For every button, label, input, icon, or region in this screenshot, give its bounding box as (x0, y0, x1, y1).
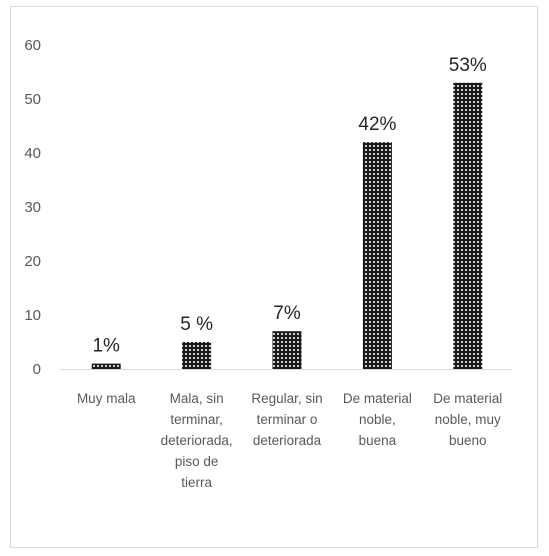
x-tick-label-line: piso de (175, 454, 219, 469)
data-labels: 1% 5 % 7% 42% 53% (92, 55, 486, 357)
y-tick-label: 50 (24, 91, 41, 108)
x-tick-label: De material noble, buena (343, 391, 412, 448)
x-tick-label-line: De material (433, 391, 502, 406)
bars (91, 82, 483, 370)
x-tick-label-line: deteriorada (253, 433, 322, 448)
x-tick-label-line: Mala, sin (170, 391, 224, 406)
data-label: 42% (358, 114, 396, 135)
x-tick-label-line: bueno (449, 433, 487, 448)
bar (362, 142, 392, 369)
x-tick-label: De material noble, muy bueno (433, 391, 502, 448)
y-tick-label: 20 (24, 253, 41, 270)
y-tick-label: 60 (24, 37, 41, 54)
x-tick-labels: Muy mala Mala, sin terminar, deteriorada, pi… (77, 391, 502, 490)
x-tick-label: Muy mala (77, 391, 136, 406)
x-tick-label-line: deteriorada, (161, 433, 233, 448)
x-tick-label-line: tierra (181, 475, 212, 490)
bar (453, 82, 483, 370)
x-tick-label-line: terminar o (257, 412, 318, 427)
data-label: 53% (449, 55, 487, 76)
data-label: 7% (273, 303, 301, 324)
x-tick-label: Regular, sin terminar o deteriorada (251, 391, 322, 448)
x-tick-label: Mala, sin terminar, deteriorada, piso de tie… (161, 391, 233, 490)
bar (272, 331, 302, 369)
bar (182, 342, 212, 369)
y-axis: 0 10 20 30 40 50 60 (24, 37, 41, 378)
y-tick-label: 0 (33, 361, 41, 378)
x-tick-label-line: noble, muy (435, 412, 501, 427)
x-tick-label-line: noble, (359, 412, 396, 427)
x-tick-label-line: buena (359, 433, 397, 448)
y-tick-label: 30 (24, 199, 41, 216)
chart-frame (10, 6, 538, 548)
x-tick-label-line: Regular, sin (251, 391, 322, 406)
data-label: 1% (92, 336, 120, 357)
y-tick-label: 40 (24, 145, 41, 162)
data-label: 5 % (180, 314, 213, 335)
bar (91, 363, 121, 369)
x-tick-label-line: terminar, (170, 412, 223, 427)
x-tick-label-line: Muy mala (77, 391, 136, 406)
x-tick-label-line: De material (343, 391, 412, 406)
y-tick-label: 10 (24, 307, 41, 324)
